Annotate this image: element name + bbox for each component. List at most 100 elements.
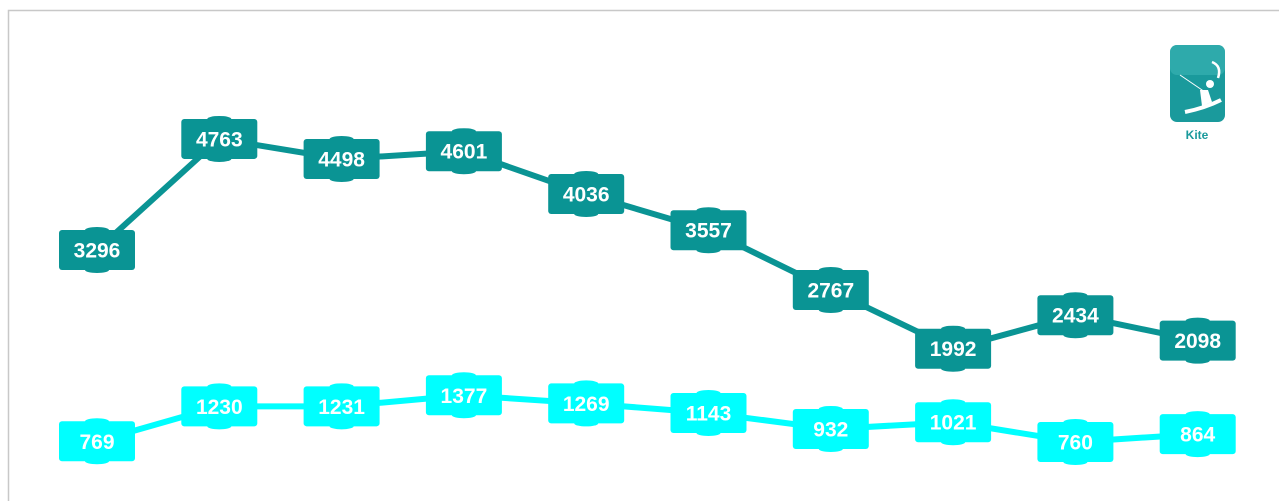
data-label: 3557 (670, 207, 747, 254)
icon-kite (1211, 60, 1221, 79)
data-label: 2434 (1037, 292, 1114, 339)
data-label-text: 2434 (1052, 305, 1099, 328)
icon-line (1179, 74, 1206, 93)
label-bump (207, 155, 232, 162)
data-label-text: 1992 (930, 338, 977, 361)
data-label: 1377 (425, 372, 502, 419)
label-bump (207, 423, 232, 430)
label-bump (85, 458, 109, 465)
label-bump (1063, 292, 1088, 299)
label-box (670, 392, 747, 433)
label-box (915, 328, 992, 369)
label-bump (696, 247, 721, 254)
data-label-text: 4036 (563, 183, 610, 206)
label-bump (574, 420, 599, 427)
label-bump (941, 325, 966, 332)
icon-label: Kite (1186, 128, 1209, 142)
label-bump (1185, 357, 1210, 364)
label-bump (696, 389, 721, 396)
label-bump (574, 170, 599, 177)
label-box (59, 421, 135, 462)
label-bump (696, 429, 721, 436)
data-label: 1269 (548, 380, 625, 427)
data-label: 1992 (915, 325, 992, 372)
data-label-text: 1377 (441, 385, 488, 408)
data-label-text: 932 (813, 418, 848, 441)
data-label: 4498 (303, 136, 380, 183)
label-bump (1185, 411, 1210, 418)
label-bump (574, 380, 599, 387)
data-label: 1231 (303, 383, 380, 430)
label-bump (85, 418, 109, 425)
label-bump (207, 383, 232, 390)
label-bump (1185, 451, 1210, 458)
data-label-text: 4498 (318, 149, 365, 172)
data-label: 1143 (670, 389, 747, 436)
kite-icon: Kite (1158, 42, 1234, 142)
label-bump (818, 267, 843, 274)
data-label-text: 1143 (686, 402, 732, 425)
icon-shine (1170, 45, 1225, 75)
label-box (548, 173, 625, 214)
label-box (548, 383, 625, 424)
label-bump (696, 207, 721, 214)
label-bump (329, 423, 354, 430)
data-label-text: 864 (1180, 424, 1215, 447)
series-line (94, 135, 1199, 352)
data-label: 864 (1159, 411, 1236, 458)
data-label: 4763 (181, 115, 258, 162)
data-label-text: 1021 (930, 412, 977, 435)
label-bump (85, 226, 109, 233)
data-label: 1230 (181, 383, 258, 430)
data-label-text: 4763 (196, 128, 243, 151)
label-box (425, 375, 502, 416)
data-label-text: 2098 (1174, 330, 1221, 353)
label-bump (451, 168, 476, 175)
data-label: 1021 (915, 399, 992, 446)
label-bump (818, 445, 843, 452)
label-bump (451, 412, 476, 419)
label-bump (941, 365, 966, 372)
data-label-text: 760 (1058, 431, 1093, 454)
label-box (1037, 295, 1114, 336)
label-bump (1063, 458, 1088, 465)
label-bump (329, 136, 354, 143)
data-label: 760 (1037, 418, 1114, 465)
label-bump (1063, 418, 1088, 425)
data-label: 769 (59, 418, 135, 465)
label-box (915, 402, 992, 443)
label-box (181, 386, 258, 427)
data-label-text: 769 (79, 431, 114, 454)
data-label-text: 4601 (441, 141, 488, 164)
label-box (425, 131, 502, 172)
label-bump (329, 176, 354, 183)
data-label: 4601 (425, 128, 502, 175)
label-box (1159, 414, 1236, 455)
label-box (303, 139, 380, 180)
label-bump (207, 115, 232, 122)
label-box (792, 270, 869, 311)
label-box (59, 229, 135, 270)
label-bump (941, 439, 966, 446)
label-bump (941, 399, 966, 406)
label-bump (85, 266, 109, 273)
icon-body (1200, 90, 1212, 106)
data-label-text: 3557 (685, 220, 732, 243)
data-label: 932 (792, 405, 869, 452)
data-label-text: 1231 (318, 396, 365, 419)
label-bump (451, 372, 476, 379)
label-box (1159, 320, 1236, 361)
label-box (181, 118, 258, 159)
data-label-text: 2767 (807, 280, 854, 303)
data-label: 3296 (59, 226, 135, 273)
label-bump (818, 405, 843, 412)
icon-board (1184, 98, 1222, 114)
label-bump (451, 128, 476, 135)
data-label-text: 1269 (563, 393, 610, 416)
label-box (792, 408, 869, 449)
label-bump (574, 210, 599, 217)
icon-head (1206, 80, 1214, 88)
data-label: 2098 (1159, 317, 1236, 364)
data-label: 4036 (548, 170, 625, 217)
